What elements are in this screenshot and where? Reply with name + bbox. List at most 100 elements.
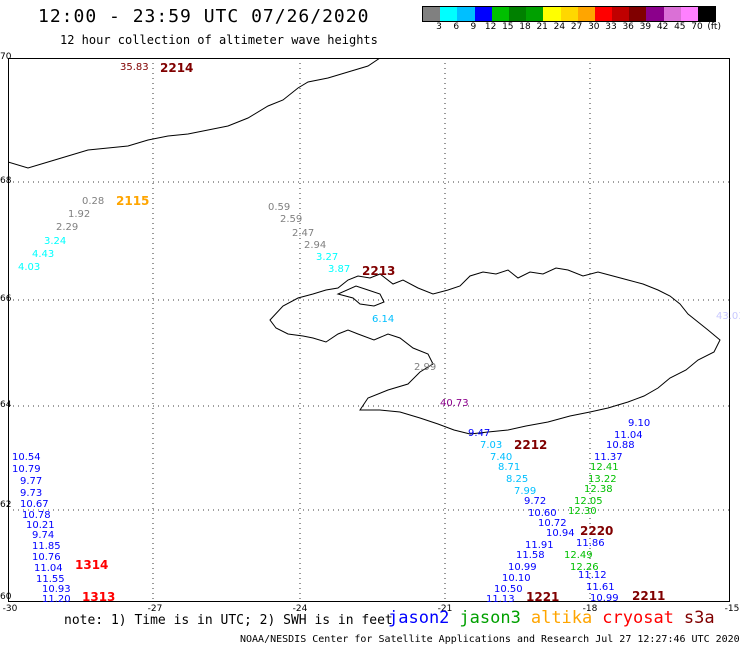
longitude-label: -18 xyxy=(582,604,598,614)
swh-value: 11.20 xyxy=(42,594,71,605)
swh-value: 8.25 xyxy=(506,474,529,485)
swh-value: 10.76 xyxy=(32,552,61,563)
swh-value: 11.61 xyxy=(586,582,615,593)
swh-value: 11.04 xyxy=(34,563,63,574)
swh-value: 2.99 xyxy=(414,362,437,373)
satellite-legend-item: jason3 xyxy=(459,608,521,628)
color-scale-label: (ft) xyxy=(707,22,721,32)
color-scale-bar xyxy=(422,6,717,22)
color-scale-cell xyxy=(440,7,458,21)
color-scale-label: 30 xyxy=(588,22,600,32)
swh-value: 10.78 xyxy=(22,510,51,521)
satellite-legend-item: s3a xyxy=(683,608,715,628)
latitude-label: 68 xyxy=(0,176,12,186)
swh-value: 10.93 xyxy=(42,584,71,595)
color-scale-label: 24 xyxy=(553,22,566,32)
swh-value: 12.41 xyxy=(590,462,619,473)
swh-value: 2.29 xyxy=(56,222,79,233)
swh-value: 12.05 xyxy=(574,496,603,507)
color-scale-label: 39 xyxy=(639,22,652,32)
swh-value: 11.55 xyxy=(36,574,65,585)
iceland-north-fjords xyxy=(336,285,385,307)
track-time-label: 2212 xyxy=(514,438,548,452)
color-scale-label: 9 xyxy=(470,22,477,32)
iceland-coast xyxy=(269,267,721,435)
track-time-label: 2220 xyxy=(580,524,614,538)
satellite-legend-item: altika xyxy=(530,608,593,628)
track-time-label: 1221 xyxy=(526,590,560,604)
swh-value: 35.83 xyxy=(120,62,149,73)
swh-value: 9.74 xyxy=(32,530,55,541)
swh-value: 1.92 xyxy=(68,209,91,220)
chart-title: 12:00 - 23:59 UTC 07/26/2020 xyxy=(38,6,370,27)
track-time-label: 2214 xyxy=(160,61,194,75)
swh-value: 2.94 xyxy=(304,240,327,251)
swh-value: 10.60 xyxy=(528,508,557,519)
swh-value: 0.59 xyxy=(268,202,291,213)
color-scale-cell xyxy=(526,7,544,21)
swh-value: 11.85 xyxy=(32,541,61,552)
swh-value: 2.47 xyxy=(292,228,315,239)
latitude-label: 60 xyxy=(0,592,12,602)
color-scale-cell xyxy=(646,7,664,21)
swh-value: 4.43 xyxy=(32,249,55,260)
color-scale-cell xyxy=(560,7,578,21)
swh-value: 11.37 xyxy=(594,452,623,463)
swh-value: 10.99 xyxy=(590,593,619,604)
color-scale-cell xyxy=(680,7,698,21)
color-scale-cell xyxy=(577,7,595,21)
swh-value: 9.10 xyxy=(628,418,651,429)
swh-value: 11.58 xyxy=(516,550,545,561)
longitude-label: -30 xyxy=(2,604,18,614)
latitude-label: 66 xyxy=(0,294,12,304)
color-scale-label: 21 xyxy=(536,22,548,32)
swh-value: 10.79 xyxy=(12,464,41,475)
swh-value: 2.59 xyxy=(280,214,303,225)
latitude-label: 70 xyxy=(0,52,12,62)
swh-value: 10.54 xyxy=(12,452,41,463)
color-scale-label: 36 xyxy=(622,22,634,32)
swh-value: 9.72 xyxy=(524,496,547,507)
color-scale-label: 70 xyxy=(691,22,703,32)
longitude-label: -27 xyxy=(147,604,163,614)
graticule xyxy=(8,58,730,602)
track-time-label: 1313 xyxy=(82,590,116,604)
swh-value: 6.14 xyxy=(372,314,395,325)
swh-value: 13.22 xyxy=(588,474,617,485)
color-scale-cell xyxy=(423,7,441,21)
footnote: note: 1) Time is in UTC; 2) SWH is in fe… xyxy=(64,613,393,628)
track-time-label: 2211 xyxy=(632,589,666,603)
swh-value: 8.71 xyxy=(498,462,521,473)
swh-value: 12.26 xyxy=(570,562,599,573)
satellite-legend-item: jason2 xyxy=(388,608,450,628)
color-scale-cell xyxy=(543,7,561,21)
swh-value: 12.49 xyxy=(564,550,593,561)
color-scale-label: 42 xyxy=(656,22,669,32)
greenland-coast xyxy=(8,58,381,169)
swh-value: 3.87 xyxy=(328,264,351,275)
swh-value: 12.30 xyxy=(568,506,597,517)
track-time-label: 2115 xyxy=(116,194,150,208)
swh-value: 11.12 xyxy=(578,570,607,581)
track-time-label: 2213 xyxy=(362,264,396,278)
latitude-label: 64 xyxy=(0,400,12,410)
swh-value: 7.99 xyxy=(514,486,537,497)
color-scale-cell xyxy=(474,7,492,21)
color-scale-label: 45 xyxy=(674,22,686,32)
latitude-label: 62 xyxy=(0,500,12,510)
swh-value: 11.86 xyxy=(576,538,605,549)
color-scale-label: 12 xyxy=(484,22,497,32)
color-scale-cell xyxy=(663,7,681,21)
longitude-label: -21 xyxy=(437,604,453,614)
color-scale-label: 15 xyxy=(502,22,514,32)
swh-value: 12.38 xyxy=(584,484,613,495)
color-scale-label: 27 xyxy=(570,22,583,32)
swh-value: 10.67 xyxy=(20,499,49,510)
swh-value: 10.21 xyxy=(26,520,55,531)
swh-value: 11.91 xyxy=(525,540,554,551)
satellite-legend-item: cryosat xyxy=(602,608,674,628)
credit-line: NOAA/NESDIS Center for Satellite Applica… xyxy=(240,634,740,645)
satellite-legend: jason2 jason3 altika cryosat s3a xyxy=(388,608,725,628)
color-scale-label: 18 xyxy=(519,22,531,32)
color-scale-cell xyxy=(491,7,509,21)
